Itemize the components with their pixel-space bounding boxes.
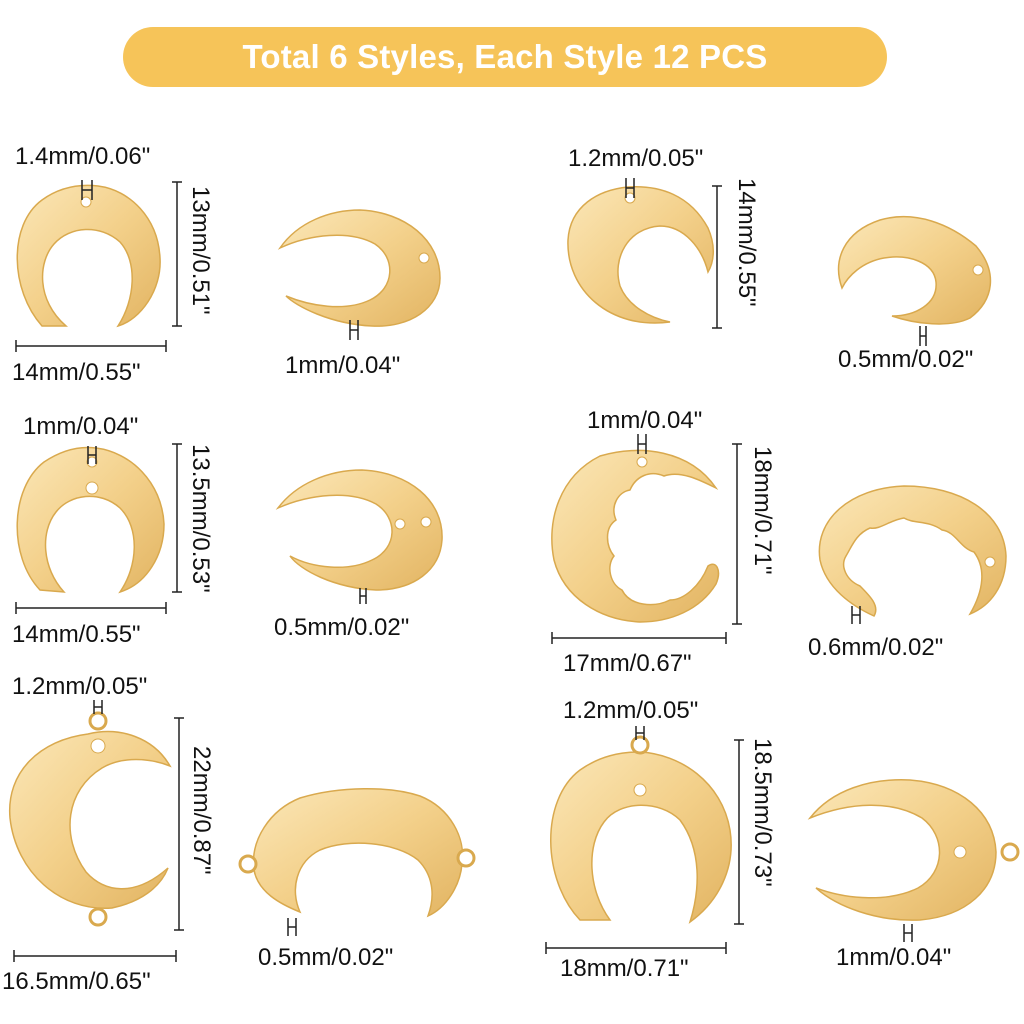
style-3-width-label: 14mm/0.55" [12, 621, 141, 648]
pendant-style-5-side [238, 788, 476, 918]
style-1-hole-label: 1.4mm/0.06" [15, 143, 151, 170]
style-1-thickness-label: 1mm/0.04" [285, 352, 401, 379]
style-5-height-label: 22mm/0.87" [188, 746, 215, 875]
style-1-height-label: 13mm/0.51" [187, 186, 214, 315]
pendant-style-6-front [550, 735, 732, 924]
pendant-style-2-side [837, 216, 992, 325]
style-3-height-label: 13.5mm/0.53" [187, 444, 214, 593]
pendant-style-1-side [277, 209, 441, 327]
style-2-hole-label: 1.2mm/0.05" [568, 145, 704, 172]
style-4-thickness-label: 0.6mm/0.02" [808, 634, 944, 661]
style-6-height-label: 18.5mm/0.73" [749, 738, 776, 887]
style-5-thickness-label: 0.5mm/0.02" [258, 944, 394, 971]
style-6-width-label: 18mm/0.71" [560, 955, 689, 982]
pendant-style-6-side [807, 779, 1020, 921]
banner-title: Total 6 Styles, Each Style 12 PCS [242, 38, 768, 75]
pendant-style-5-front [9, 711, 172, 927]
style-3-thickness-label: 0.5mm/0.02" [274, 614, 410, 641]
style-5-width-label: 16.5mm/0.65" [2, 968, 151, 995]
style-6-hole-label: 1.2mm/0.05" [563, 697, 699, 724]
style-4-width-label: 17mm/0.67" [563, 650, 692, 677]
pendant-style-4-front [551, 449, 720, 623]
style-5-hole-label: 1.2mm/0.05" [12, 673, 148, 700]
pendant-style-3-front [16, 446, 165, 594]
title-banner: Total 6 Styles, Each Style 12 PCS [123, 27, 887, 87]
pendant-style-3-side [275, 469, 443, 591]
pendant-style-1-front [16, 184, 161, 328]
style-2-thickness-label: 0.5mm/0.02" [838, 346, 974, 373]
style-4-hole-label: 1mm/0.04" [587, 407, 703, 434]
style-2-height-label: 14mm/0.55" [733, 178, 760, 307]
pendant-style-4-side [818, 485, 1007, 617]
style-3-hole-label: 1mm/0.04" [23, 413, 139, 440]
pendant-style-2-front [567, 186, 714, 324]
dimension-lines [13, 178, 927, 962]
style-1-width-label: 14mm/0.55" [12, 359, 141, 386]
style-6-thickness-label: 1mm/0.04" [836, 944, 952, 971]
style-4-height-label: 18mm/0.71" [749, 446, 776, 575]
